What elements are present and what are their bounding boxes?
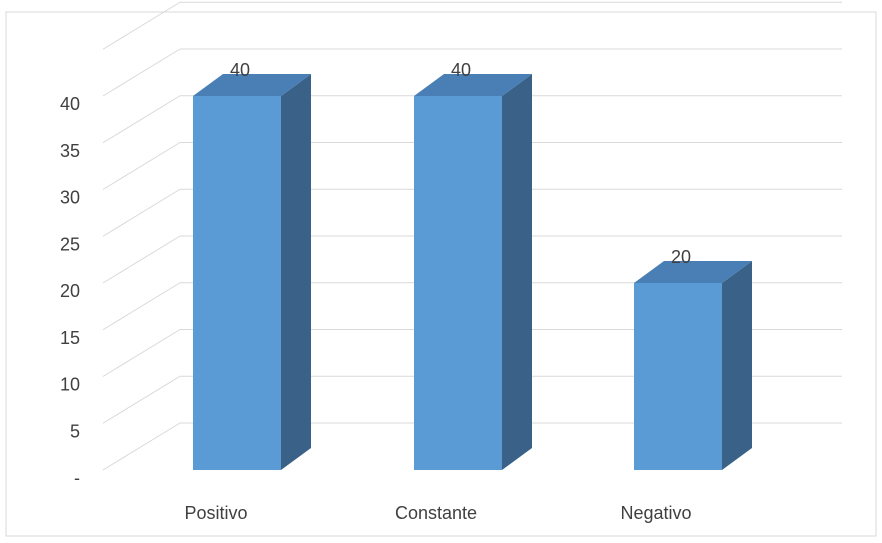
bar-top-face [634,261,752,283]
bar-front-face [414,96,502,470]
bar-front-face [193,96,281,470]
x-axis-ticks: Positivo Constante Negativo [184,503,691,523]
y-tick-label: 25 [60,234,80,254]
data-label: 40 [230,60,250,80]
data-labels: 40 40 20 [230,60,691,267]
chart-border [5,11,877,537]
gridline-side [102,422,181,471]
y-tick-label: 35 [60,141,80,161]
x-tick-label: Positivo [184,503,247,523]
bar-constante [414,74,532,470]
gridline-side [102,235,181,284]
gridline-side [102,95,181,144]
y-tick-label: 15 [60,328,80,348]
gridline-side [102,142,181,190]
gridline-side [102,375,181,424]
y-tick-label: 30 [60,188,80,208]
bar-front-face [634,283,722,470]
bar-side-face [281,74,311,470]
y-tick-label: 5 [70,421,80,441]
y-tick-label: 20 [60,281,80,301]
y-tick-label: 10 [60,375,80,395]
gridline-side [102,329,181,377]
data-label: 20 [671,247,691,267]
bar-top-face [414,74,532,96]
gridline-side [102,1,181,50]
gridline-side [102,282,181,331]
bar-top-face [193,74,311,96]
y-tick-label: 40 [60,94,80,114]
gridline-side [102,188,181,237]
data-label: 40 [451,60,471,80]
gridline-side [102,48,181,97]
bars [193,74,752,470]
x-tick-label: Negativo [620,503,691,523]
y-axis-ticks: - 5 10 15 20 25 30 35 40 [60,94,80,488]
x-tick-label: Constante [395,503,477,523]
bar-side-face [502,74,532,470]
bar-negativo [634,261,752,470]
bar-positivo [193,74,311,470]
y-tick-label: - [74,468,80,488]
bar-side-face [722,261,752,470]
